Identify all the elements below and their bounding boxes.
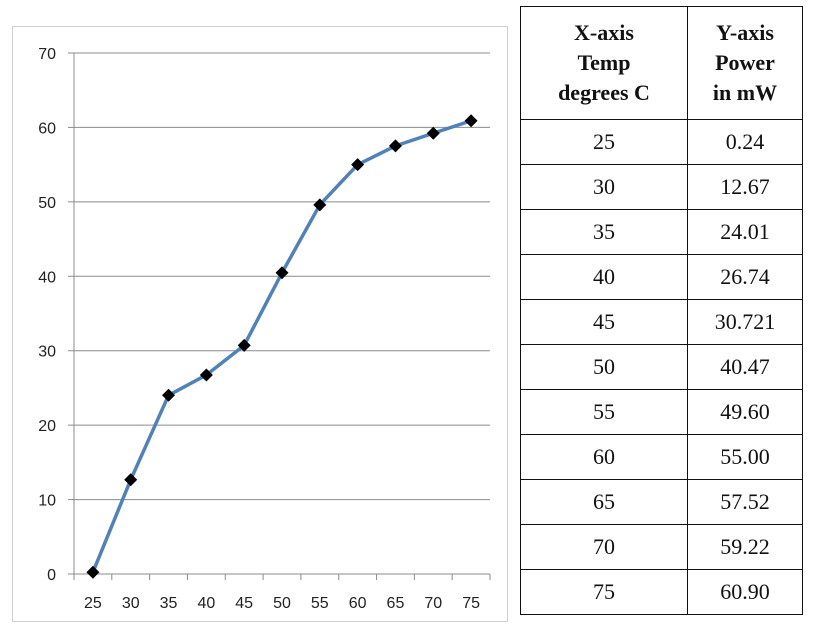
data-point-marker [388, 139, 402, 153]
cell-temp: 75 [520, 569, 688, 615]
table-row: 50 40.47 [520, 344, 803, 390]
cell-power: 24.01 [687, 209, 803, 255]
x-tick-label: 60 [349, 595, 367, 612]
table-row: 60 55.00 [520, 434, 803, 480]
data-point-marker [313, 198, 327, 212]
table-row: 75 60.90 [520, 569, 803, 615]
cell-power: 26.74 [687, 254, 803, 300]
data-table: X-axis Temp degrees C Y-axis Power in mW… [520, 6, 803, 615]
table-body: 25 0.24 30 12.67 35 24.01 40 26.74 45 30.721 50 40.… [520, 119, 803, 615]
cell-temp: 70 [520, 524, 688, 570]
table-row: 65 57.52 [520, 479, 803, 525]
x-tick-label: 65 [387, 595, 405, 612]
header-x: X-axis Temp degrees C [520, 6, 688, 120]
table-row: 35 24.01 [520, 209, 803, 255]
cell-power: 60.90 [687, 569, 803, 615]
y-tick-label: 70 [38, 46, 56, 63]
cell-power: 30.721 [687, 299, 803, 345]
cell-power: 55.00 [687, 434, 803, 480]
data-point-marker [199, 368, 213, 382]
y-tick-label: 40 [38, 269, 56, 286]
table-row: 25 0.24 [520, 119, 803, 165]
x-tick-label: 25 [84, 595, 102, 612]
header-y: Y-axis Power in mW [687, 6, 803, 120]
cell-temp: 55 [520, 389, 688, 435]
x-tick-label: 35 [160, 595, 178, 612]
tick-labels: 0 10 20 30 40 50 60 70 25 30 35 40 45 50 55 60 65 70 75 [38, 46, 480, 612]
y-tick-label: 0 [47, 567, 56, 584]
cell-power: 0.24 [687, 119, 803, 165]
cell-temp: 65 [520, 479, 688, 525]
data-point-marker [426, 126, 440, 140]
data-point-marker [86, 565, 100, 579]
cell-temp: 25 [520, 119, 688, 165]
cell-power: 59.22 [687, 524, 803, 570]
x-tick-label: 45 [235, 595, 253, 612]
table-row: 30 12.67 [520, 164, 803, 210]
table-row: 70 59.22 [520, 524, 803, 570]
header-y-line: Power [715, 50, 775, 75]
header-x-line: degrees C [558, 80, 650, 105]
x-tick-label: 70 [424, 595, 442, 612]
y-tick-label: 60 [38, 120, 56, 137]
table-header-row: X-axis Temp degrees C Y-axis Power in mW [520, 6, 803, 120]
cell-power: 12.67 [687, 164, 803, 210]
cell-temp: 35 [520, 209, 688, 255]
cell-power: 57.52 [687, 479, 803, 525]
table-row: 55 49.60 [520, 389, 803, 435]
data-point-marker [351, 158, 365, 172]
cell-power: 49.60 [687, 389, 803, 435]
header-x-line: X-axis [574, 20, 634, 45]
line-chart: 0 10 20 30 40 50 60 70 25 30 35 40 45 50 55 60 65 70 75 [38, 46, 491, 612]
y-tick-label: 10 [38, 493, 56, 510]
cell-temp: 45 [520, 299, 688, 345]
table-row: 40 26.74 [520, 254, 803, 300]
series [86, 114, 478, 579]
header-y-line: Y-axis [716, 20, 774, 45]
x-tick-label: 30 [122, 595, 140, 612]
cell-temp: 50 [520, 344, 688, 390]
data-point-marker [162, 388, 176, 402]
y-tick-label: 30 [38, 344, 56, 361]
cell-temp: 60 [520, 434, 688, 480]
y-tick-label: 50 [38, 195, 56, 212]
y-tick-label: 20 [38, 418, 56, 435]
data-point-marker [275, 266, 289, 280]
table-row: 45 30.721 [520, 299, 803, 345]
x-tick-label: 75 [462, 595, 480, 612]
cell-power: 40.47 [687, 344, 803, 390]
cell-temp: 30 [520, 164, 688, 210]
data-point-marker [464, 114, 478, 128]
header-y-line: in mW [712, 80, 778, 105]
cell-temp: 40 [520, 254, 688, 300]
data-point-marker [124, 473, 138, 487]
x-tick-label: 55 [311, 595, 329, 612]
series-line [91, 119, 472, 573]
x-tick-label: 40 [197, 595, 215, 612]
axes [68, 52, 491, 580]
x-tick-label: 50 [273, 595, 291, 612]
chart-panel [12, 26, 508, 622]
gridlines [74, 52, 490, 501]
data-point-marker [237, 338, 251, 352]
header-x-line: Temp [577, 50, 631, 75]
